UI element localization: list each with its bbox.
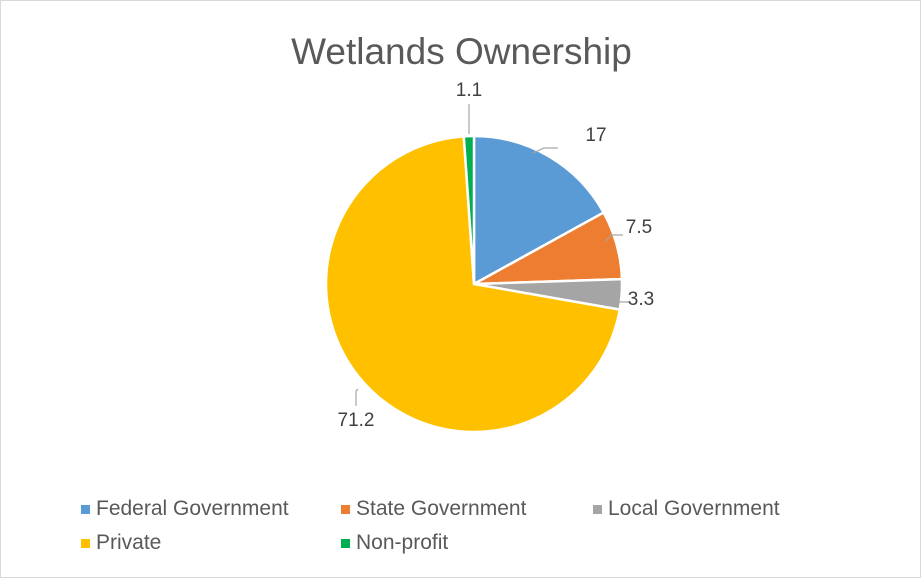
legend-label-private: Private bbox=[96, 531, 162, 554]
legend-swatch-private bbox=[81, 538, 90, 548]
legend-item-non-profit: Non-profit bbox=[341, 531, 448, 555]
data-label-private: 71.2 bbox=[338, 410, 375, 431]
leader-line-federal-government bbox=[532, 147, 558, 154]
legend: Federal Government State Government Loca… bbox=[81, 497, 881, 565]
data-label-non-profit: 1.1 bbox=[456, 80, 482, 101]
legend-swatch-non-profit bbox=[341, 538, 350, 548]
legend-swatch-local-government bbox=[593, 504, 602, 514]
legend-label-federal-government: Federal Government bbox=[96, 497, 289, 520]
pie-slice-federal-government bbox=[472, 134, 605, 286]
legend-item-private: Private bbox=[81, 531, 161, 555]
legend-item-federal-government: Federal Government bbox=[81, 497, 289, 521]
pie-slices bbox=[324, 134, 624, 434]
data-label-local-government: 3.3 bbox=[628, 289, 654, 310]
legend-label-state-government: State Government bbox=[356, 497, 527, 520]
legend-label-local-government: Local Government bbox=[608, 497, 780, 520]
chart-title: Wetlands Ownership bbox=[291, 31, 632, 72]
pie-slice-non-profit bbox=[462, 134, 476, 286]
legend-swatch-federal-government bbox=[81, 504, 90, 514]
data-labels: 17 7.5 3.3 71.2 1.1 bbox=[338, 80, 655, 431]
data-label-federal-government: 17 bbox=[585, 125, 606, 146]
leader-line-state-government bbox=[605, 234, 623, 242]
legend-item-state-government: State Government bbox=[341, 497, 526, 521]
legend-row-2: Private Non-profit bbox=[81, 531, 881, 565]
legend-label-non-profit: Non-profit bbox=[356, 531, 449, 554]
leader-line-local-government bbox=[618, 295, 629, 303]
data-label-state-government: 7.5 bbox=[626, 217, 652, 238]
leader-lines bbox=[355, 104, 629, 406]
legend-row-1: Federal Government State Government Loca… bbox=[81, 497, 881, 531]
leader-line-private bbox=[355, 388, 359, 406]
legend-item-local-government: Local Government bbox=[593, 497, 780, 521]
legend-swatch-state-government bbox=[341, 504, 350, 514]
